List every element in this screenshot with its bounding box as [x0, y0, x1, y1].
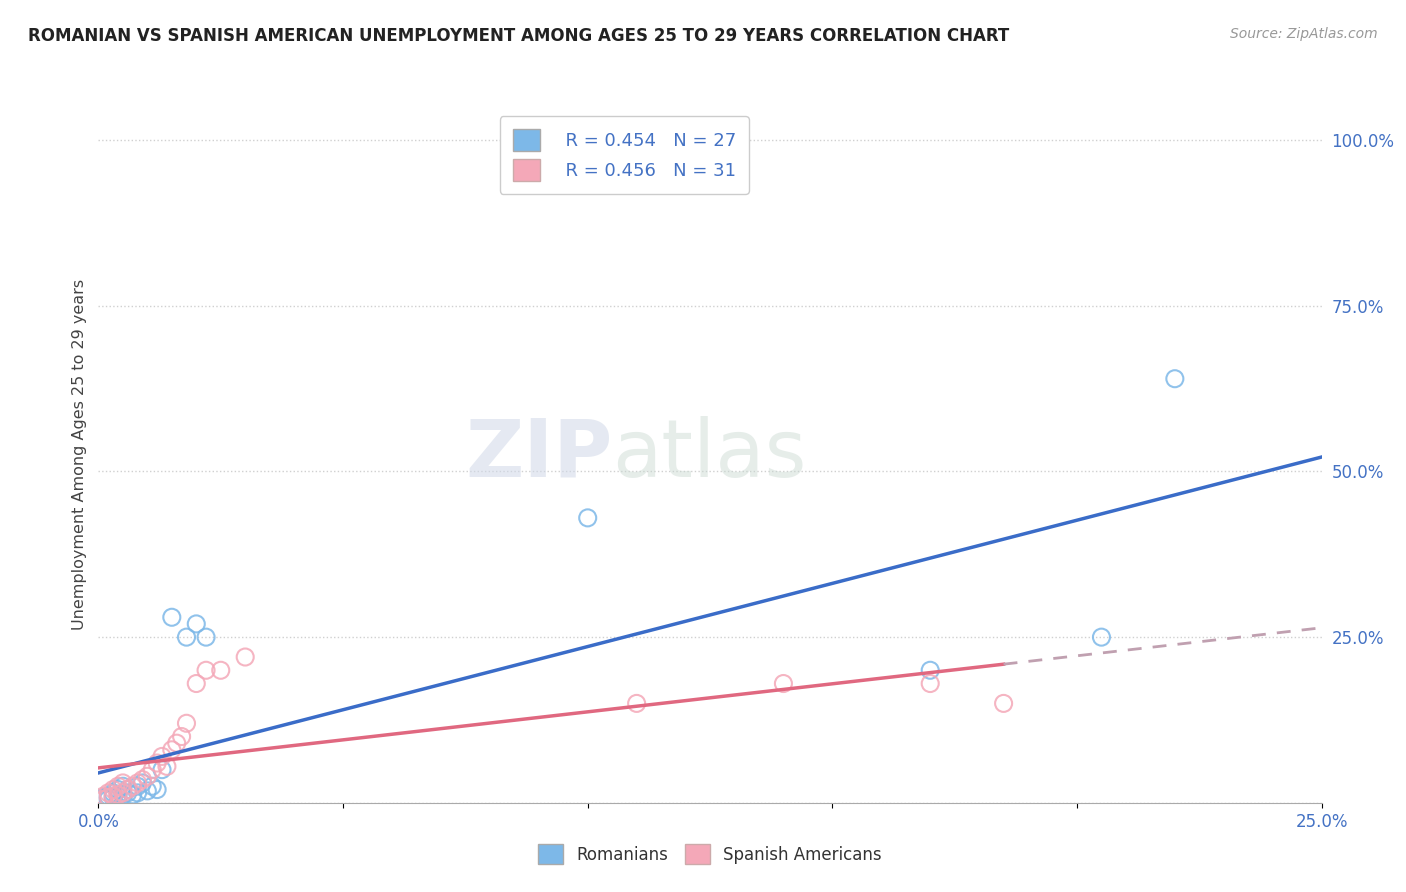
Point	[146, 782, 169, 797]
Point	[97, 789, 120, 804]
Point	[131, 772, 153, 787]
Point	[186, 616, 208, 631]
Point	[209, 663, 232, 677]
Point	[156, 759, 179, 773]
Point	[111, 788, 134, 802]
Point	[170, 730, 193, 744]
Point	[195, 630, 218, 644]
Point	[117, 782, 139, 797]
Point	[150, 763, 173, 777]
Point	[576, 511, 599, 525]
Text: atlas: atlas	[612, 416, 807, 494]
Point	[111, 786, 134, 800]
Point	[176, 716, 198, 731]
Point	[91, 790, 114, 805]
Text: Source: ZipAtlas.com: Source: ZipAtlas.com	[1230, 27, 1378, 41]
Point	[127, 786, 149, 800]
Point	[993, 697, 1015, 711]
Y-axis label: Unemployment Among Ages 25 to 29 years: Unemployment Among Ages 25 to 29 years	[72, 279, 87, 631]
Point	[121, 788, 143, 802]
Point	[920, 663, 942, 677]
Point	[136, 784, 159, 798]
Point	[136, 769, 159, 783]
Point	[97, 786, 120, 800]
Point	[150, 749, 173, 764]
Point	[127, 779, 149, 793]
Point	[141, 779, 163, 793]
Point	[1090, 630, 1112, 644]
Point	[131, 776, 153, 790]
Point	[97, 790, 120, 805]
Point	[772, 676, 794, 690]
Point	[91, 792, 114, 806]
Point	[121, 779, 143, 793]
Legend: Romanians, Spanish Americans: Romanians, Spanish Americans	[531, 838, 889, 871]
Point	[111, 776, 134, 790]
Point	[91, 789, 114, 804]
Point	[160, 743, 183, 757]
Point	[127, 776, 149, 790]
Point	[160, 610, 183, 624]
Point	[1164, 372, 1187, 386]
Point	[107, 789, 129, 804]
Point	[186, 676, 208, 690]
Point	[111, 779, 134, 793]
Point	[233, 650, 256, 665]
Point	[920, 676, 942, 690]
Point	[117, 786, 139, 800]
Point	[107, 779, 129, 793]
Point	[195, 663, 218, 677]
Point	[101, 789, 124, 804]
Point	[141, 763, 163, 777]
Point	[117, 782, 139, 797]
Point	[626, 697, 648, 711]
Text: ROMANIAN VS SPANISH AMERICAN UNEMPLOYMENT AMONG AGES 25 TO 29 YEARS CORRELATION : ROMANIAN VS SPANISH AMERICAN UNEMPLOYMEN…	[28, 27, 1010, 45]
Point	[101, 790, 124, 805]
Text: ZIP: ZIP	[465, 416, 612, 494]
Point	[176, 630, 198, 644]
Point	[146, 756, 169, 770]
Point	[101, 786, 124, 800]
Point	[97, 792, 120, 806]
Point	[101, 782, 124, 797]
Point	[166, 736, 188, 750]
Point	[107, 782, 129, 797]
Point	[107, 788, 129, 802]
